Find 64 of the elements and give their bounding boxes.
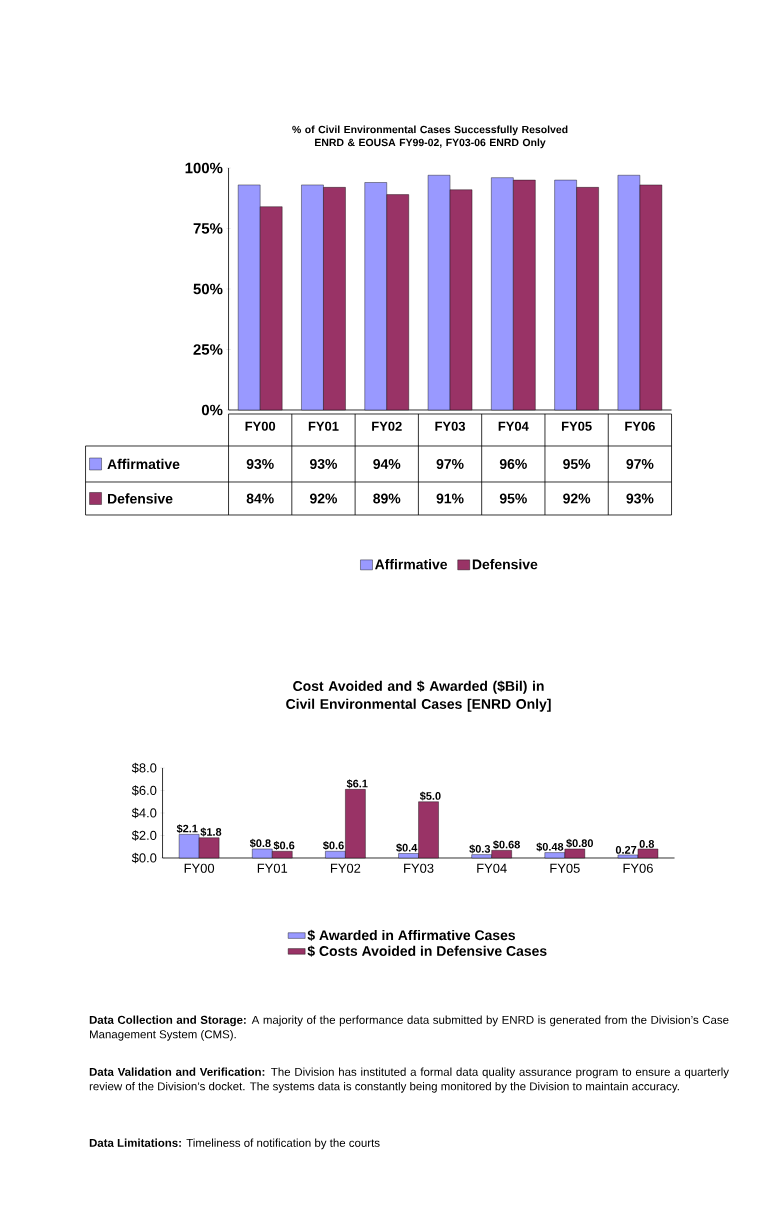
y-tick-label: $0.0 — [132, 852, 157, 864]
legend-label: Defensive — [108, 493, 173, 504]
x-tick-label: FY04 — [477, 863, 508, 873]
y-tick-label: $4.0 — [132, 807, 157, 819]
text: Defensive — [473, 559, 538, 570]
x-tick-label: FY02 — [372, 421, 402, 431]
x-tick-label: FY03 — [435, 421, 466, 431]
x-tick-label: FY00 — [245, 421, 276, 431]
x-tick-label: FY01 — [258, 863, 288, 873]
y-tick-label: 0% — [202, 404, 223, 416]
data-label: 97% — [436, 459, 464, 469]
x-tick-label: FY06 — [625, 421, 656, 431]
data-label: $5.0 — [420, 791, 441, 801]
chart-title: Cost Avoided and $ Awarded ($Bil) in Civil Environmental Cases [ENRD Only] — [286, 680, 551, 712]
x-tick-label: FY06 — [623, 863, 654, 873]
chart-subtitle: ENRD & EOUSA FY99-02, FY03-06 ENRD Only — [315, 138, 546, 149]
legend-label: $ Awarded in Affirmative Cases — [307, 929, 516, 942]
y-tick-label: 75% — [193, 223, 223, 234]
y-tick-label: $2.0 — [132, 830, 157, 841]
text: Data Collection and Storage: A majority of the performance data submitted by ENRD is generated from the Division’s Case Management System (CMS). — [90, 1015, 729, 1041]
data-label: $1.8 — [200, 827, 222, 837]
legend-label: Affirmative — [107, 458, 180, 470]
data-label: 95% — [500, 493, 528, 504]
y-tick-label: 100% — [185, 162, 223, 174]
data-label: 84% — [246, 493, 274, 504]
legend-label: $ Costs Avoided in Defensive Cases — [307, 945, 547, 957]
data-label: 95% — [563, 459, 591, 469]
data-label: 94% — [373, 459, 401, 469]
text: Affirmative — [375, 559, 448, 570]
y-tick-label: $8.0 — [132, 762, 157, 774]
y-tick-label: 25% — [193, 344, 223, 355]
data-label: $0.48 — [536, 842, 564, 852]
x-tick-label: FY03 — [404, 863, 434, 873]
data-label: $0.68 — [493, 840, 521, 850]
data-label: $2.1 — [176, 824, 198, 834]
data-label: $0.3 — [469, 844, 491, 854]
text: Data Limitations: Timeliness of notification by the courts — [90, 1138, 380, 1150]
data-label: $0.6 — [273, 841, 295, 851]
data-label: $0.80 — [566, 838, 594, 848]
data-label: 92% — [563, 493, 591, 504]
data-label: $0.6 — [323, 841, 345, 851]
x-tick-label: FY04 — [498, 421, 529, 431]
data-label: $6.1 — [346, 779, 368, 789]
x-tick-label: FY05 — [550, 863, 580, 873]
data-label: 93% — [626, 493, 654, 504]
data-label: 97% — [626, 459, 654, 469]
x-tick-label: FY05 — [562, 421, 592, 431]
data-label: $0.8 — [250, 838, 271, 848]
chart-title: % of Civil Environmental Cases Successfully Resolved — [292, 125, 568, 136]
y-tick-label: 50% — [193, 283, 223, 295]
data-label: 89% — [373, 493, 401, 504]
text: Data Validation and Verification: The Division has instituted a formal data quality assurance program to ensure a quarterly review of the Division’s docket. The systems data is constantly being monitored by the Division to maintain accuracy. — [90, 1067, 730, 1093]
data-label: 93% — [310, 459, 338, 469]
x-tick-label: FY00 — [184, 863, 215, 873]
data-label: 92% — [310, 493, 338, 504]
data-label: 96% — [500, 459, 528, 469]
y-tick-label: $6.0 — [132, 785, 157, 796]
data-label: 0.8 — [639, 840, 655, 848]
data-label: $0.4 — [396, 843, 418, 853]
data-label: 0.27 — [616, 846, 637, 854]
data-label: 91% — [436, 493, 464, 504]
data-label: 93% — [246, 459, 274, 469]
x-tick-label: FY01 — [309, 421, 339, 431]
x-tick-label: FY02 — [331, 863, 361, 873]
